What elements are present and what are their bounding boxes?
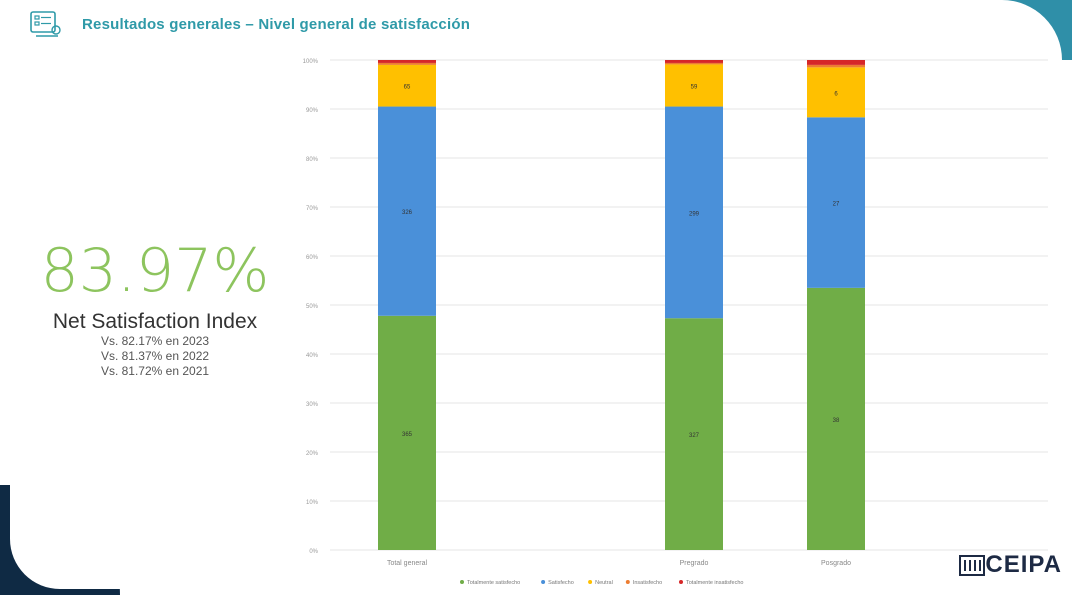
bar-segment-totalmente-satisfecho bbox=[378, 315, 436, 550]
data-label: 299 bbox=[689, 211, 700, 217]
ceipa-logo: CEIPA bbox=[959, 551, 1062, 579]
logo-text: CEIPA bbox=[985, 551, 1062, 578]
bar-segment-neutral bbox=[665, 64, 723, 107]
kpi-value: 83.97% bbox=[40, 236, 270, 306]
data-label: 65 bbox=[404, 85, 411, 91]
checklist-icon bbox=[30, 11, 61, 37]
building-icon bbox=[959, 555, 986, 576]
legend-label: Totalmente satisfecho bbox=[467, 580, 520, 586]
data-label: 59 bbox=[691, 84, 698, 90]
bar-segment-insatisfecho bbox=[807, 64, 865, 68]
bar-segment-insatisfecho bbox=[378, 62, 436, 65]
data-label: 327 bbox=[689, 433, 700, 439]
kpi-comparison-2023: Vs. 82.17% en 2023 bbox=[100, 334, 210, 348]
y-tick-label: 30% bbox=[306, 402, 319, 408]
page-title: Resultados generales – Nivel general de … bbox=[82, 16, 471, 33]
bar-segment-totalmente-insatisfecho bbox=[807, 60, 865, 65]
x-tick-label: Pregrado bbox=[680, 560, 709, 567]
bar-segment-neutral bbox=[807, 67, 865, 118]
data-label: 27 bbox=[833, 202, 840, 208]
bar-segment-totalmente-satisfecho bbox=[807, 287, 865, 550]
x-tick-label: Posgrado bbox=[821, 560, 851, 567]
y-tick-label: 90% bbox=[306, 108, 319, 114]
y-tick-label: 40% bbox=[306, 353, 319, 359]
x-tick-label: Total general bbox=[387, 560, 428, 567]
legend-label: Insatisfecho bbox=[633, 580, 662, 586]
bar-segment-satisfecho bbox=[665, 106, 723, 319]
kpi-panel: 83.97% Net Satisfaction Index Vs. 82.17%… bbox=[20, 236, 290, 379]
bar-segment-totalmente-satisfecho bbox=[665, 318, 723, 550]
y-tick-label: 100% bbox=[303, 59, 319, 65]
data-label: 38 bbox=[833, 418, 840, 424]
legend-marker bbox=[625, 580, 630, 584]
bar-segment-satisfecho bbox=[807, 117, 865, 288]
slide-background bbox=[10, 0, 1062, 589]
y-tick-label: 70% bbox=[306, 206, 319, 212]
legend-marker bbox=[460, 580, 464, 584]
kpi-comparison-2022: Vs. 81.37% en 2022 bbox=[100, 349, 210, 363]
y-tick-label: 10% bbox=[306, 500, 319, 506]
bar-segment-insatisfecho bbox=[665, 62, 723, 65]
kpi-comparison-2021: Vs. 81.72% en 2021 bbox=[100, 364, 210, 378]
kpi-label: Net Satisfaction Index bbox=[52, 310, 258, 333]
data-label: 365 bbox=[402, 432, 413, 438]
bar-segment-neutral bbox=[378, 64, 436, 107]
y-tick-label: 80% bbox=[306, 157, 319, 163]
legend-label: Totalmente insatisfecho bbox=[686, 580, 743, 586]
legend-marker bbox=[679, 580, 683, 584]
data-label: 326 bbox=[402, 210, 413, 216]
data-label: 6 bbox=[834, 91, 838, 97]
legend-marker bbox=[588, 580, 593, 584]
legend-label: Neutral bbox=[595, 580, 613, 586]
legend-marker bbox=[541, 580, 546, 584]
legend-label: Satisfecho bbox=[548, 580, 574, 586]
y-tick-label: 0% bbox=[309, 549, 318, 555]
y-tick-label: 60% bbox=[306, 255, 319, 261]
y-tick-label: 20% bbox=[306, 451, 319, 457]
bar-segment-totalmente-insatisfecho bbox=[665, 60, 723, 63]
stacked-bar-chart: 0% 10% 20% 30% 40% 50% 60% 70% 80% 90% 100% 365 326 6… bbox=[303, 59, 1048, 586]
bar-segment-totalmente-insatisfecho bbox=[378, 60, 436, 63]
bar-segment-satisfecho bbox=[378, 106, 436, 316]
y-tick-label: 50% bbox=[306, 304, 319, 310]
